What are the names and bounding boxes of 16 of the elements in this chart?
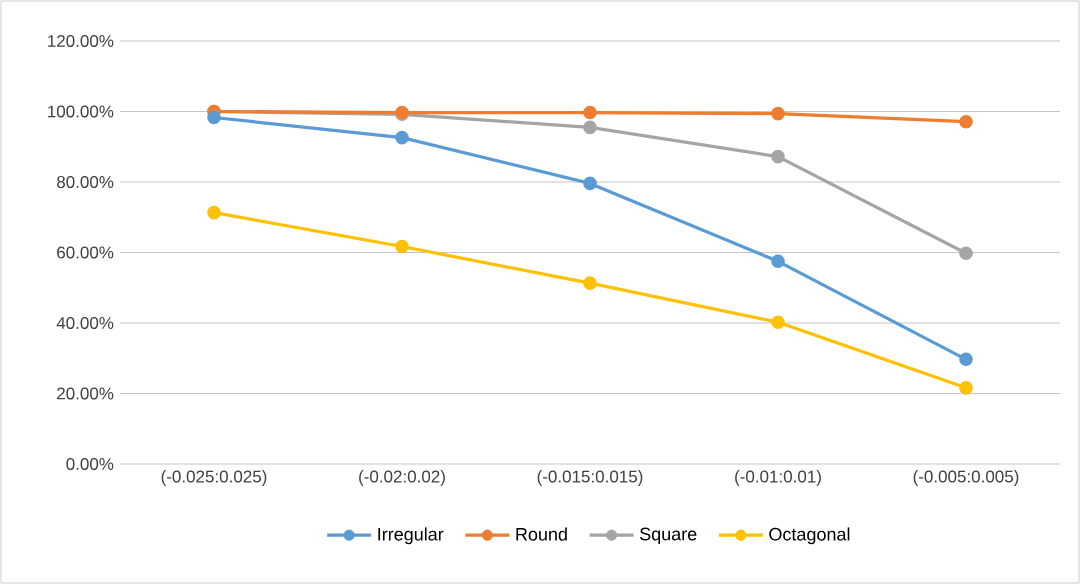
legend-label: Square	[640, 527, 697, 544]
y-tick-label: 40.00%	[56, 316, 114, 330]
y-tick-label: 80.00%	[57, 175, 114, 189]
y-tick-label: 120.00%	[48, 34, 114, 48]
legend-label: Irregular	[378, 527, 444, 545]
y-tick-label: 60.00%	[57, 246, 114, 259]
legend-label: Round	[516, 527, 567, 541]
y-tick-label: 0.00%	[66, 458, 114, 471]
x-tick-label: (-0.005:0.005)	[913, 470, 1019, 486]
legend-label: Octagonal	[769, 527, 850, 545]
x-tick-label: (-0.01:0.01)	[735, 470, 821, 486]
y-tick-label: 100.00%	[48, 105, 114, 118]
y-tick-label: 20.00%	[57, 387, 114, 400]
x-tick-label: (-0.02:0.02)	[359, 470, 445, 486]
x-tick-label: (-0.025:0.025)	[161, 470, 267, 486]
x-tick-label: (-0.015:0.015)	[537, 470, 643, 486]
